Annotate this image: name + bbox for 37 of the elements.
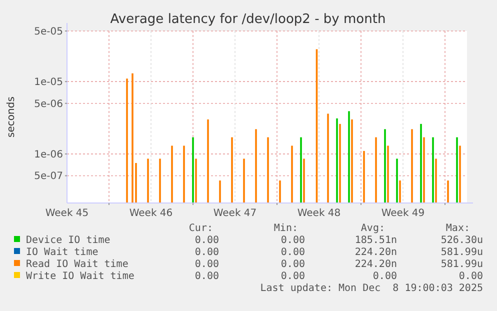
text: 0.00	[194, 235, 219, 246]
x-tick-label: Week 47	[213, 208, 257, 219]
text: 0.00	[280, 271, 305, 282]
text: 185.51n	[354, 235, 397, 246]
y-axis-title: seconds	[6, 96, 17, 138]
y-tick-label: 1e-05	[34, 77, 63, 88]
text: 0.00	[194, 259, 219, 270]
text: 581.99u	[440, 247, 483, 258]
chart-title: Average latency for /dev/loop2 - by month	[110, 12, 386, 27]
x-tick-label: Week 45	[45, 208, 89, 219]
text: Cur:	[188, 223, 213, 234]
legend-label: Write IO Wait time	[26, 271, 134, 282]
text: Max:	[446, 223, 470, 234]
legend-label: IO Wait time	[26, 247, 98, 258]
text: 0.00	[280, 235, 305, 246]
x-tick-label: Week 48	[297, 208, 341, 219]
legend-label: Read IO Wait time	[26, 259, 128, 270]
y-tick-label: 5e-06	[34, 98, 63, 110]
y-tick-label: 5e-07	[34, 171, 63, 182]
text: Min:	[274, 223, 298, 234]
text: 526.30u	[440, 235, 483, 246]
text: 224.20n	[354, 247, 397, 258]
text: Last update: Mon Dec 8 19:00:03 2025	[260, 283, 483, 294]
text: 0.00	[194, 271, 219, 282]
text: 0.00	[458, 271, 483, 282]
text: 0.00	[280, 259, 305, 270]
y-tick-label: 5e-05	[34, 26, 63, 38]
text: 0.00	[280, 247, 305, 258]
y-tick-label: 1e-06	[34, 149, 63, 160]
text: 581.99u	[440, 259, 483, 270]
text: 0.00	[194, 247, 219, 258]
text: 224.20n	[354, 259, 397, 270]
text: Avg:	[360, 223, 385, 234]
legend-label: Device IO time	[26, 235, 110, 246]
text: 0.00	[372, 271, 397, 282]
x-tick-label: Week 46	[129, 208, 173, 219]
x-tick-label: Week 49	[381, 208, 425, 219]
